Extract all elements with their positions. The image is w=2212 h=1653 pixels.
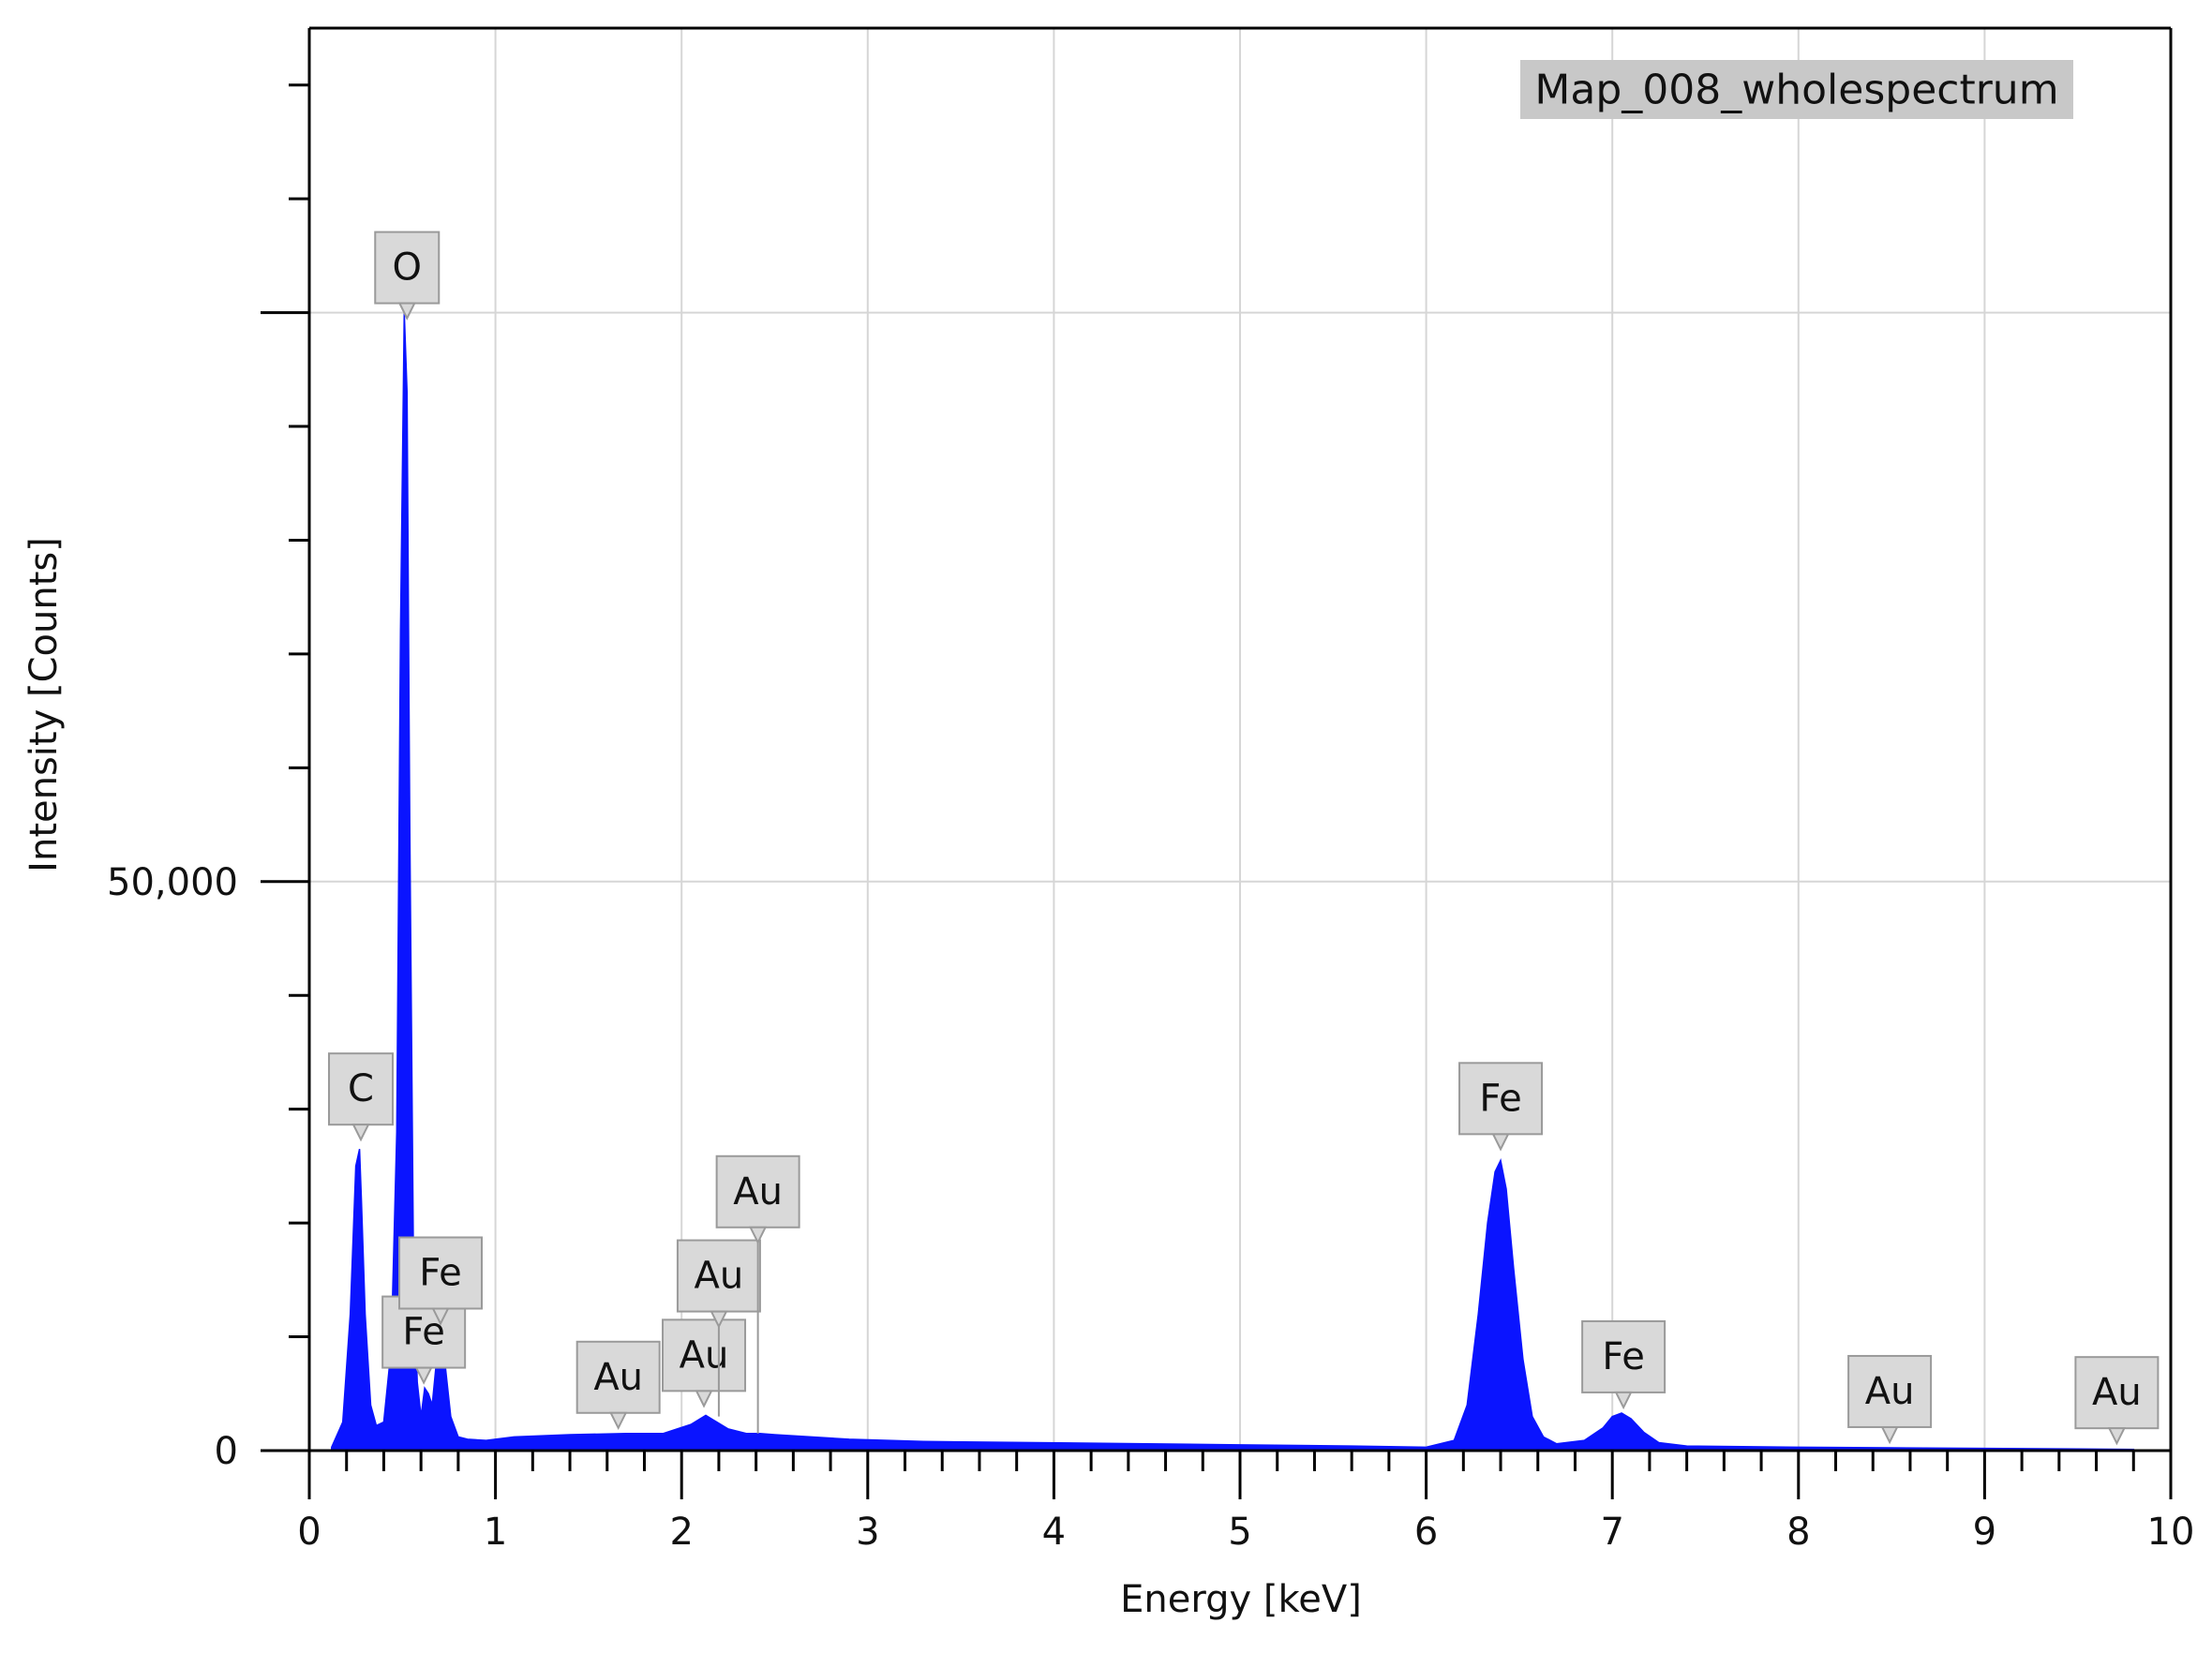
y-tick-label: 0 bbox=[215, 1430, 238, 1473]
peak-label-pointer bbox=[609, 1411, 628, 1431]
peak-label-fe: Fe bbox=[1458, 1062, 1544, 1152]
grid-layer bbox=[309, 28, 2172, 1451]
peak-label-pointer bbox=[397, 302, 416, 320]
peak-label-box bbox=[328, 1052, 395, 1126]
axis-layer: 0 1 2 3 4 5 6 7 8 9 10 0 50,000 bbox=[107, 26, 2195, 1554]
x-tick-label: 9 bbox=[1973, 1511, 1996, 1554]
peak-label-box bbox=[662, 1318, 747, 1392]
peak-label-pointer bbox=[1491, 1133, 1510, 1152]
peak-label-box bbox=[1581, 1319, 1666, 1393]
peak-label-text: Au bbox=[1865, 1370, 1915, 1413]
x-tick-label: 10 bbox=[2147, 1511, 2195, 1554]
peak-label-text: Fe bbox=[1602, 1335, 1644, 1378]
series-layer bbox=[331, 312, 2135, 1452]
peak-label-pointer bbox=[1614, 1391, 1633, 1410]
y-tick-label: 50,000 bbox=[107, 861, 238, 904]
x-tick-label: 4 bbox=[1042, 1511, 1066, 1554]
peak-label-pointer bbox=[2107, 1427, 2127, 1446]
legend-label: Map_008_wholespectrum bbox=[1534, 67, 2058, 114]
legend-box bbox=[1520, 60, 2073, 119]
x-tick-label: 8 bbox=[1786, 1511, 1810, 1554]
peak-label-au: Au bbox=[1847, 1354, 1933, 1445]
x-tick-label: 2 bbox=[669, 1511, 693, 1554]
spectrum-area bbox=[331, 312, 2135, 1452]
y-axis-title: Intensity [Counts] bbox=[22, 537, 66, 872]
peak-label-box bbox=[676, 1239, 761, 1313]
peak-label-o: O bbox=[374, 231, 441, 320]
peak-label-box bbox=[1458, 1062, 1544, 1136]
peak-label-text: Au bbox=[593, 1356, 643, 1399]
x-tick-label: 3 bbox=[856, 1511, 879, 1554]
x-tick-label: 1 bbox=[484, 1511, 507, 1554]
peak-label-text: Au bbox=[733, 1170, 783, 1214]
peak-label-text: C bbox=[348, 1067, 374, 1110]
peak-label-fe: Fe bbox=[1581, 1319, 1666, 1410]
peak-label-au: Au bbox=[676, 1239, 761, 1417]
peak-label-pointer bbox=[1880, 1425, 1899, 1445]
peak-label-text: Au bbox=[680, 1333, 729, 1377]
peak-label-au: Au bbox=[662, 1318, 747, 1408]
peak-label-au: Au bbox=[715, 1154, 800, 1434]
peak-label-text: Fe bbox=[1479, 1077, 1521, 1120]
legend: Map_008_wholespectrum bbox=[1520, 60, 2073, 119]
peak-label-pointer bbox=[431, 1307, 450, 1326]
peak-label-text: Au bbox=[695, 1255, 744, 1298]
peak-label-box bbox=[374, 231, 441, 305]
peak-label-pointer bbox=[695, 1390, 713, 1408]
peak-label-box bbox=[715, 1154, 800, 1229]
peak-label-box bbox=[2074, 1356, 2160, 1430]
peak-label-pointer bbox=[351, 1124, 370, 1142]
x-tick-label: 7 bbox=[1600, 1511, 1623, 1554]
peak-label-pointer bbox=[749, 1226, 768, 1245]
peak-label-au: Au bbox=[575, 1340, 661, 1431]
peak-label-box bbox=[1847, 1354, 1933, 1428]
peak-label-text: Fe bbox=[419, 1251, 461, 1294]
peak-label-pointer bbox=[710, 1310, 728, 1329]
x-axis-title: Energy [keV] bbox=[1120, 1578, 1362, 1621]
peak-label-au: Au bbox=[2074, 1356, 2160, 1446]
x-tick-label: 0 bbox=[297, 1511, 321, 1554]
x-tick-label: 6 bbox=[1414, 1511, 1438, 1554]
peak-label-pointer bbox=[414, 1366, 433, 1385]
peak-label-text: Au bbox=[2092, 1371, 2142, 1414]
peak-label-fe: Fe bbox=[398, 1236, 484, 1326]
peak-label-text: O bbox=[393, 246, 422, 290]
peak-label-c: C bbox=[328, 1052, 395, 1142]
x-tick-label: 5 bbox=[1228, 1511, 1251, 1554]
